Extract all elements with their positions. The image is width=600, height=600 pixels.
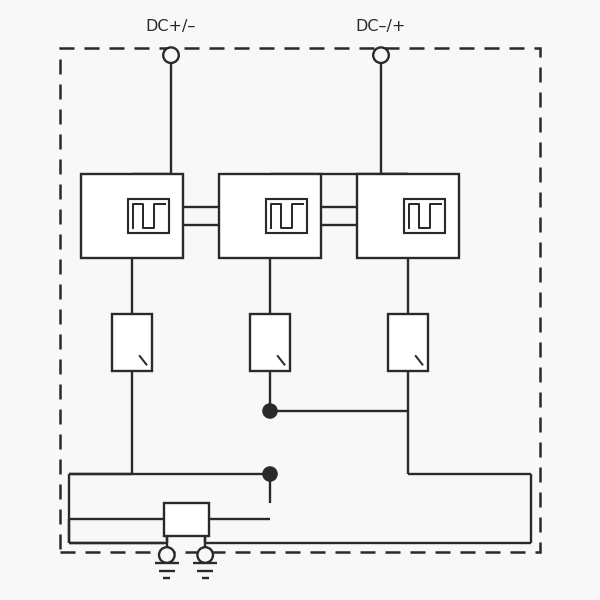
Bar <box>250 313 290 370</box>
Circle shape <box>159 547 175 563</box>
Text: DC–/+: DC–/+ <box>356 19 406 34</box>
Bar <box>357 174 459 258</box>
Bar <box>128 199 169 233</box>
Circle shape <box>263 467 277 481</box>
Bar <box>266 199 307 233</box>
Bar <box>404 199 445 233</box>
Circle shape <box>163 47 179 63</box>
Bar <box>112 313 152 370</box>
Text: DC+/–: DC+/– <box>146 19 196 34</box>
Circle shape <box>263 404 277 418</box>
Circle shape <box>197 547 213 563</box>
Circle shape <box>373 47 389 63</box>
Bar <box>163 503 209 535</box>
Bar <box>81 174 183 258</box>
Bar <box>219 174 321 258</box>
Bar <box>388 313 428 370</box>
Bar <box>60 48 540 552</box>
